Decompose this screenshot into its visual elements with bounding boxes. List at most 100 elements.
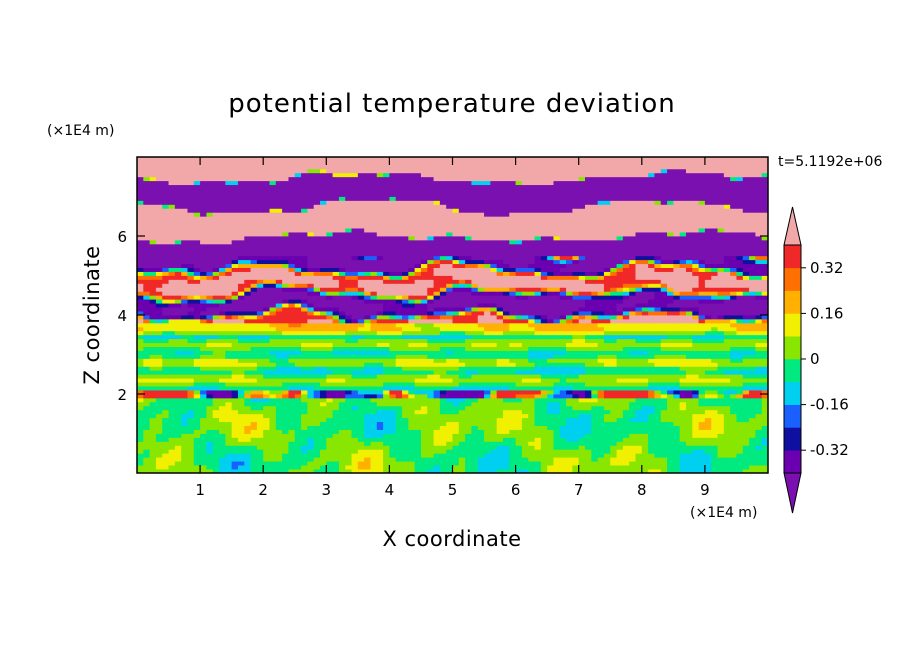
field-cell (648, 283, 655, 288)
field-cell (408, 295, 416, 300)
field-cell (641, 342, 649, 347)
field-cell (667, 283, 674, 288)
field-cell (206, 429, 214, 434)
field-cell (484, 457, 491, 462)
field-cell (742, 413, 750, 419)
field-cell (755, 441, 763, 446)
field-cell (225, 465, 233, 470)
field-cell (395, 334, 403, 340)
field-cell (603, 394, 611, 399)
field-cell (578, 279, 586, 284)
field-cell (635, 413, 643, 419)
field-cell (319, 417, 327, 423)
field-cell (326, 405, 334, 411)
field-cell (484, 390, 491, 395)
field-cell (597, 469, 605, 473)
field-cell (578, 461, 586, 466)
field-cell (414, 346, 422, 351)
field-cell (307, 342, 315, 347)
field-cell (452, 390, 460, 395)
field-cell (193, 390, 201, 395)
field-cell (635, 461, 643, 466)
field-cell (395, 279, 403, 284)
field-cell (452, 449, 460, 454)
field-cell (553, 433, 561, 438)
field-cell (433, 417, 441, 423)
field-cell (332, 457, 340, 462)
field-cell (231, 346, 239, 351)
field-cell (414, 358, 422, 363)
field-cell (502, 338, 510, 344)
field-cell (193, 409, 201, 415)
field-cell (616, 425, 624, 430)
field-cell (692, 338, 699, 344)
field-cell (137, 390, 144, 395)
field-cell (534, 421, 542, 426)
field-cell (420, 275, 428, 280)
field-cell (509, 437, 516, 442)
field-cell (206, 401, 214, 407)
field-cell (237, 311, 245, 316)
field-cell (553, 362, 561, 367)
field-cell (326, 469, 334, 473)
field-cell (534, 307, 542, 312)
field-cell (174, 303, 182, 308)
field-cell (206, 291, 214, 296)
field-cell (572, 307, 580, 312)
field-cell (704, 307, 712, 312)
field-cell (597, 322, 605, 328)
field-cell (319, 307, 327, 312)
field-cell (383, 299, 390, 304)
field-cell (547, 275, 554, 280)
field-cell (622, 354, 630, 359)
field-cell (275, 437, 283, 442)
field-cell (704, 370, 712, 375)
field-cell (433, 350, 441, 355)
field-cell (648, 275, 655, 280)
field-cell (566, 421, 573, 426)
field-cell (755, 338, 763, 344)
field-cell (225, 342, 233, 347)
field-cell (484, 330, 491, 336)
field-cell (162, 326, 169, 332)
field-cell (761, 279, 768, 284)
field-cell (212, 417, 220, 423)
field-cell (263, 441, 270, 446)
field-cell (585, 421, 592, 426)
field-cell (553, 441, 561, 446)
field-cell (547, 449, 554, 454)
field-cell (433, 374, 441, 379)
field-cell (174, 401, 182, 407)
field-cell (376, 425, 384, 430)
field-cell (566, 346, 573, 351)
field-cell (181, 358, 188, 363)
field-cell (692, 334, 699, 340)
field-cell (395, 322, 403, 328)
field-cell (490, 346, 498, 351)
field-cell (585, 330, 592, 336)
field-cell (187, 437, 195, 442)
field-cell (723, 425, 731, 430)
field-cell (174, 382, 182, 387)
field-cell (446, 330, 453, 336)
field-cell (174, 346, 182, 351)
field-cell (269, 405, 277, 411)
field-cell (338, 326, 346, 332)
field-cell (509, 453, 516, 458)
field-cell (534, 417, 542, 423)
field-cell (679, 394, 687, 399)
field-cell (629, 346, 636, 351)
field-cell (730, 437, 737, 442)
field-cell (439, 350, 447, 355)
field-cell (711, 299, 718, 304)
field-cell (521, 287, 529, 292)
field-cell (515, 397, 523, 403)
field-cell (256, 354, 264, 359)
field-cell (395, 315, 403, 320)
field-cell (717, 303, 725, 308)
field-cell (648, 354, 655, 359)
field-cell (414, 469, 422, 473)
field-cell (364, 457, 371, 462)
field-cell (717, 394, 725, 399)
field-cell (357, 433, 365, 438)
